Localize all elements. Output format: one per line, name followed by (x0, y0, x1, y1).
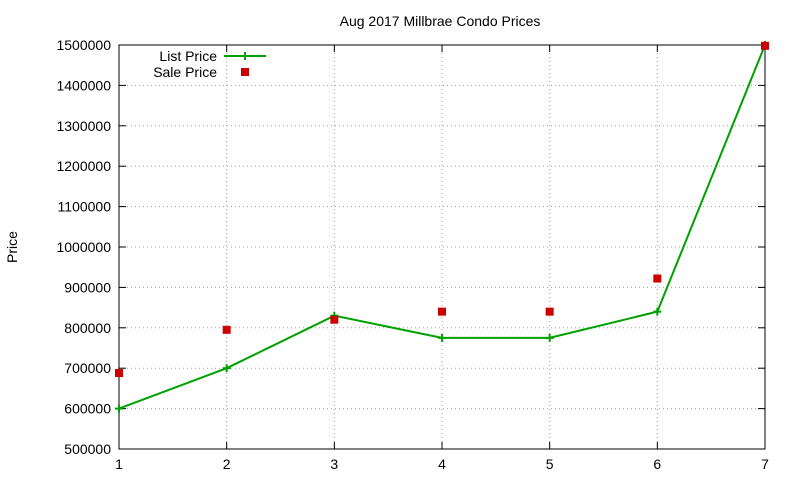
series (115, 41, 769, 413)
y-tick-label: 1200000 (56, 158, 111, 174)
x-tick-label: 4 (438, 456, 446, 472)
sale-price-point (545, 307, 554, 316)
legend-swatch-square (241, 68, 249, 76)
y-tick-label: 1000000 (56, 239, 111, 255)
list-price-point (115, 404, 123, 413)
y-tick-label: 700000 (64, 360, 111, 376)
list-price-point (222, 364, 231, 373)
y-tick-label: 600000 (64, 401, 111, 417)
x-tick-label: 7 (761, 456, 769, 472)
grid (119, 45, 765, 449)
list-price-point (438, 333, 446, 342)
y-tick-label: 1100000 (58, 199, 112, 215)
series-line-list-price (118, 44, 766, 410)
y-tick-label: 1400000 (56, 77, 111, 93)
sale-price-point (115, 369, 123, 378)
y-tick-label: 500000 (64, 441, 111, 457)
ticks: 500000 600000 700000 800000 900000 1000000 110… (56, 37, 769, 472)
y-tick-label: 800000 (64, 320, 111, 336)
x-tick-label: 3 (330, 456, 338, 472)
legend-label: List Price (159, 48, 217, 64)
chart-title: Aug 2017 Millbrae Condo Prices (340, 13, 541, 29)
x-tick-label: 2 (223, 456, 231, 472)
sale-price-point (330, 315, 339, 324)
sale-price-point (653, 274, 662, 283)
x-tick-label: 1 (115, 456, 123, 472)
y-axis-label: Price (4, 231, 20, 263)
list-price-point (653, 307, 662, 316)
x-tick-label: 6 (653, 456, 661, 472)
sale-price-point (761, 41, 769, 50)
y-tick-label: 1300000 (56, 118, 111, 134)
sale-price-point (222, 325, 231, 334)
x-tick-label: 5 (546, 456, 554, 472)
list-price-point (545, 333, 554, 342)
sale-price-point (438, 307, 446, 316)
y-tick-label: 900000 (64, 279, 111, 295)
legend-label: Sale Price (153, 64, 217, 80)
y-tick-label: 1500000 (56, 37, 111, 53)
